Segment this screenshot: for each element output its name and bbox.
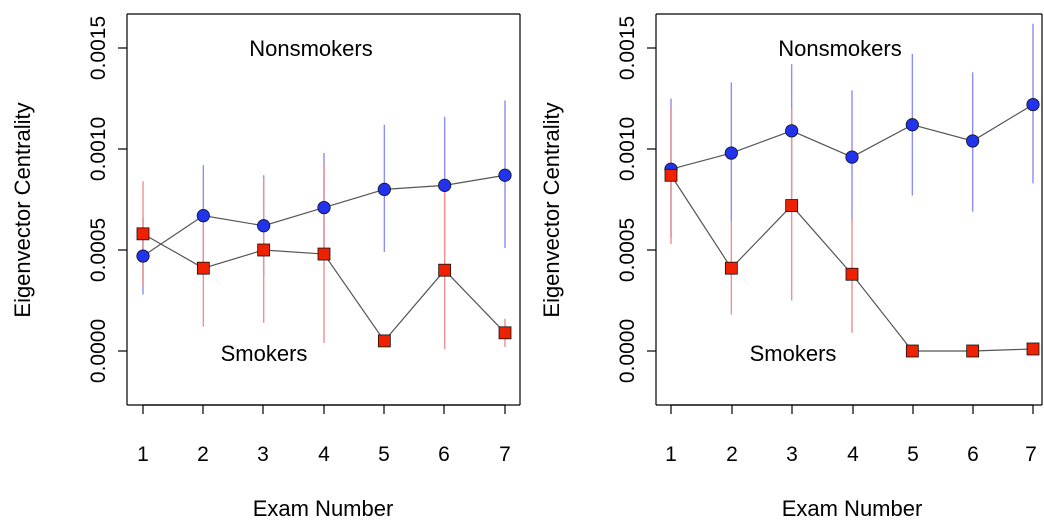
y-tick-label: 0.0015 bbox=[616, 16, 639, 80]
y-axis: 0.0000 0.0005 0.0010 0.0015 bbox=[616, 16, 656, 383]
x-tick-label: 7 bbox=[1025, 443, 1037, 466]
nonsmokers-annotation: Nonsmokers bbox=[778, 36, 901, 61]
smokers-point bbox=[257, 243, 271, 257]
y-tick-label: 0.0000 bbox=[616, 319, 639, 383]
x-tick-label: 5 bbox=[907, 443, 919, 466]
x-tick-label: 6 bbox=[967, 443, 979, 466]
x-tick-label: 1 bbox=[137, 443, 149, 466]
smokers-annotation: Smokers bbox=[750, 341, 837, 366]
error-bars bbox=[670, 23, 1034, 333]
nonsmokers-point bbox=[257, 219, 271, 233]
nonsmokers-point bbox=[136, 249, 150, 263]
x-tick-label: 1 bbox=[665, 443, 677, 466]
point-markers bbox=[664, 97, 1040, 358]
y-tick-label: 0.0000 bbox=[87, 319, 110, 383]
nonsmokers-point bbox=[317, 200, 331, 215]
smokers-point bbox=[1026, 342, 1040, 356]
x-tick-label: 3 bbox=[257, 443, 269, 466]
nonsmokers-point bbox=[377, 182, 391, 196]
y-axis: 0.0000 0.0005 0.0010 0.0015 bbox=[87, 16, 127, 383]
nonsmokers-point bbox=[966, 134, 980, 148]
point-markers bbox=[136, 168, 512, 348]
smokers-point bbox=[724, 261, 738, 275]
smokers-point bbox=[438, 263, 452, 277]
x-tick-label: 6 bbox=[438, 443, 450, 466]
nonsmokers-point bbox=[438, 178, 452, 192]
nonsmokers-point bbox=[498, 168, 512, 182]
smokers-point bbox=[317, 247, 331, 261]
x-tick-label: 4 bbox=[318, 443, 330, 466]
nonsmokers-point bbox=[196, 209, 210, 223]
nonsmokers-point bbox=[1026, 97, 1040, 112]
smokers-point bbox=[377, 334, 391, 348]
y-tick-label: 0.0005 bbox=[87, 218, 110, 282]
x-tick-label: 3 bbox=[786, 443, 798, 466]
smokers-point bbox=[664, 168, 678, 182]
error-bars bbox=[142, 100, 506, 349]
nonsmokers-point bbox=[905, 118, 919, 132]
x-axis: 1 2 3 4 5 6 7 bbox=[137, 404, 511, 466]
y-tick-label: 0.0015 bbox=[87, 16, 110, 80]
x-tick-label: 4 bbox=[847, 443, 859, 466]
x-axis-label: Exam Number bbox=[253, 496, 394, 521]
nonsmokers-annotation: Nonsmokers bbox=[249, 36, 372, 61]
data-marks bbox=[664, 23, 1040, 358]
y-axis-label: Eigenvector Centrality bbox=[10, 102, 35, 317]
x-axis-label: Exam Number bbox=[782, 496, 923, 521]
smokers-point bbox=[845, 267, 859, 281]
x-axis: 1 2 3 4 5 6 7 bbox=[665, 404, 1037, 466]
smokers-annotation: Smokers bbox=[221, 341, 308, 366]
x-tick-label: 2 bbox=[726, 443, 738, 466]
y-axis-label: Eigenvector Centrality bbox=[539, 102, 564, 317]
nonsmokers-point bbox=[724, 146, 738, 160]
nonsmokers-point bbox=[845, 150, 859, 164]
smokers-point bbox=[905, 344, 919, 358]
smokers-point bbox=[966, 344, 980, 358]
smokers-point bbox=[498, 326, 512, 340]
smokers-point bbox=[196, 261, 210, 275]
x-tick-label: 7 bbox=[499, 443, 511, 466]
y-tick-label: 0.0005 bbox=[616, 218, 639, 282]
smokers-point bbox=[136, 227, 150, 241]
nonsmokers-point bbox=[785, 124, 799, 138]
x-tick-label: 5 bbox=[378, 443, 390, 466]
data-marks bbox=[136, 100, 512, 349]
right-panel: 0.0000 0.0005 0.0010 0.0015 Eigenvector … bbox=[539, 13, 1043, 521]
y-tick-label: 0.0010 bbox=[87, 117, 110, 181]
x-tick-label: 2 bbox=[197, 443, 209, 466]
left-panel: 0.0000 0.0005 0.0010 0.0015 Eigenvector … bbox=[10, 13, 521, 521]
y-tick-label: 0.0010 bbox=[616, 117, 639, 181]
smokers-point bbox=[785, 199, 799, 212]
